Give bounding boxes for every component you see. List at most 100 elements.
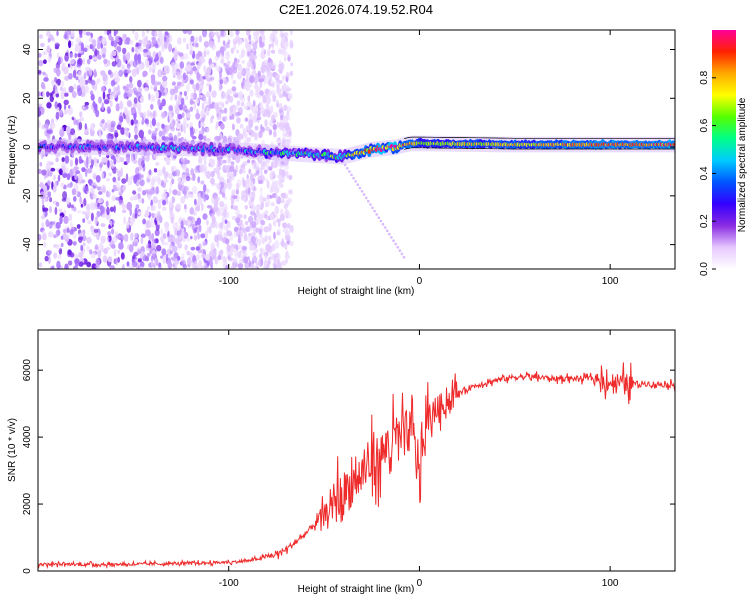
spectrogram-noise-cell [109,265,115,269]
spectrogram-noise-cell [77,209,82,214]
spectrogram-noise-cell [75,37,82,44]
spectrogram-noise-cell [89,249,93,255]
spectrogram-noise-cell [163,241,169,246]
spectrogram-noise-cell [146,30,150,34]
spectrogram-noise-cell [155,43,159,49]
spectrogram-noise-cell [203,241,208,246]
spectrogram-noise-cell [193,101,197,110]
spectrogram-noise-cell [260,186,263,195]
spectrogram-noise-cell [189,100,196,105]
spectrogram-noise-cell [178,94,182,100]
spectrogram-noise-cell [63,66,69,75]
spectrogram-noise-cell [280,32,286,38]
spectrogram-noise-cell [219,46,225,54]
spectrogram-noise-cell [196,72,200,81]
spectrogram-noise-cell [230,47,235,54]
spectrogram-noise-cell [80,203,84,208]
spectrogram-noise-cell [236,49,239,54]
spectrogram-noise-cell [211,31,215,37]
spectrogram-noise-cell [69,159,73,167]
spectrogram-noise-cell [206,128,210,133]
spectrogram-noise-cell [97,249,102,259]
spectrogram-noise-cell [157,37,161,43]
spectrogram-noise-cell [279,213,285,222]
spectrogram-noise-cell [204,165,208,174]
spectrogram-noise-cell [195,205,201,212]
spectrogram-noise-cell [251,265,257,269]
spectrogram-noise-cell [249,52,255,60]
spectrogram-noise-cell [257,179,263,185]
spectrogram-noise-cell [58,208,63,214]
spectrogram-noise-cell [50,221,56,225]
spectrogram-noise-cell [151,130,158,137]
spectrogram-noise-cell [42,59,47,64]
spectrogram-noise-cell [192,228,197,234]
spectrogram-noise-cell [38,168,42,174]
spectrogram-noise-cell [130,106,136,114]
spectrogram-noise-cell [61,198,67,202]
spectrogram-noise-cell [273,129,277,138]
spectrogram-ylabel: Frequency (Hz) [7,116,18,185]
spectrogram-noise-cell [182,264,187,269]
spectrogram-noise-cell [96,42,101,50]
spectrogram-noise-cell [272,243,276,252]
spectrogram-noise-cell [93,228,98,233]
spectrogram-noise-cell [63,209,67,215]
spectrogram-noise-cell [172,235,176,243]
spectrogram-noise-cell [189,50,194,55]
spectrogram-noise-cell [122,85,127,90]
spectrogram-noise-cell [181,112,185,118]
spectrogram-noise-cell [39,182,44,186]
spectrogram-noise-cell [111,165,115,169]
spectrogram-noise-cell [175,238,180,245]
spectrogram-noise-cell [224,219,228,224]
snr-ytick-label: 4000 [22,426,33,449]
spectrogram-noise-cell [161,192,167,199]
spectrogram-noise-cell [239,123,244,129]
spectrogram-noise-cell [343,163,347,167]
spectrogram-noise-cell [251,221,257,229]
spectrogram-noise-cell [137,79,142,88]
spectrogram-noise-cell [78,236,84,241]
spectrogram-noise-cell [248,260,252,268]
spectrogram-noise-cell [174,85,179,91]
spectrogram-noise-cell [243,227,246,234]
spectrogram-noise-cell [101,86,105,92]
spectrogram-noise-cell [180,97,185,106]
spectrogram-noise-cell [268,57,271,63]
spectrogram-noise-cell [176,203,182,210]
spectrogram-noise-cell [229,30,234,38]
spectrogram-noise-cell [132,254,136,260]
spectrogram-noise-cell [248,118,254,126]
spectrogram-panel: -100 0 100 -40 -20 0 20 40 Height of straight … [7,29,676,297]
spectrogram-noise-cell [186,43,189,50]
spectrogram-noise-cell [270,65,276,70]
spectrogram-noise-cell [49,206,52,214]
spectrogram-noise-cell [78,155,82,165]
spectrogram-noise-cell [90,212,94,222]
spectrogram-noise-cell [264,235,268,243]
spectrogram-noise-cell [354,180,358,183]
spectrogram-noise-cell [86,245,90,252]
spectrogram-noise-cell [62,62,66,69]
spectrogram-noise-cell [161,123,165,129]
spectrogram-noise-cell [199,164,205,173]
spectrogram-noise-cell [169,207,174,216]
spectrogram-noise-cell [231,189,236,195]
spectrogram-noise-cell [184,204,187,210]
spectrogram-noise-cell [48,255,51,265]
spectrogram-noise-cell [79,111,83,118]
spectrogram-noise-cell [90,225,94,230]
spectrogram-noise-cell [269,213,275,220]
spectrogram-noise-cell [119,102,124,110]
spectrogram-noise-cell [264,119,268,127]
spectrogram-noise-cell [289,240,294,247]
spectrogram-noise-cell [283,104,288,112]
spectrogram-noise-cell [373,209,376,213]
spectrogram-noise-cell [59,86,64,92]
spectrogram-noise-cell [174,107,180,115]
spectrogram-noise-cell [191,135,197,140]
spectrogram-noise-cell [64,75,70,81]
spectrogram-noise-cell [249,130,255,137]
spectrogram-noise-cell [196,228,200,236]
